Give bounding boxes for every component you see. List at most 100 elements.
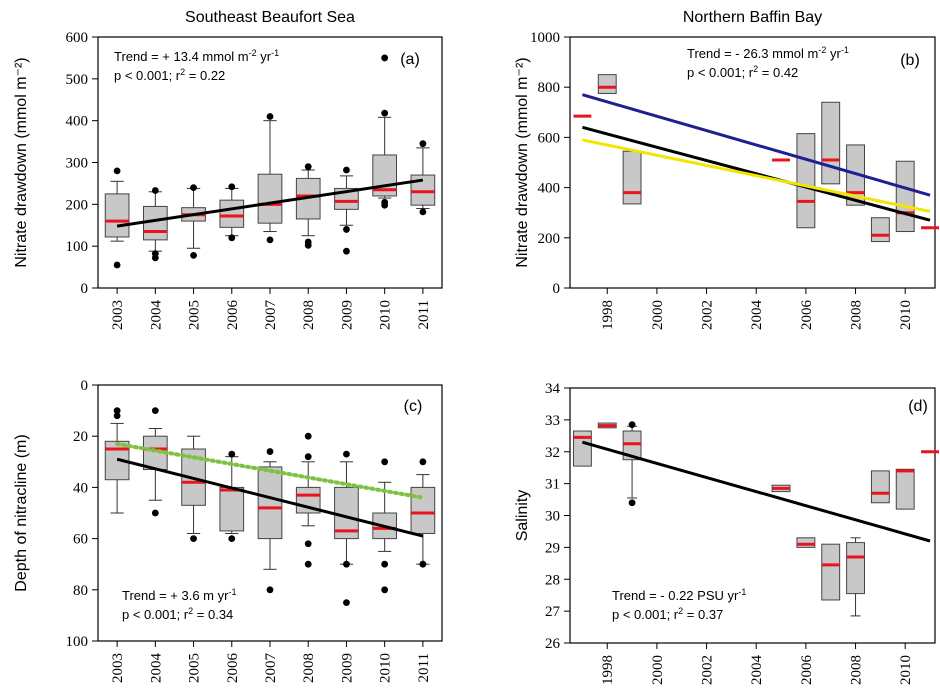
trend-line-0 [581,93,931,197]
x-tick-label: 2010 [378,653,394,683]
iqr-box [870,217,890,243]
superscript: 2 [188,606,193,616]
y-tick-label: 100 [66,634,89,650]
x-tick-label: 2006 [225,653,241,684]
trend-annotation: Trend = + 3.6 m yr-1 [122,587,236,603]
iqr-box [846,542,865,595]
box-1997 [572,430,592,467]
outlier-point [113,167,121,175]
outlier-point [228,450,236,458]
x-tick-label: 2009 [339,300,355,330]
x-tick-label: 2011 [416,300,432,329]
trend-line-1 [582,125,931,222]
x-tick-label: 2002 [700,655,716,685]
stats-value: = 0.42 [758,65,798,80]
y-tick-label: 40 [73,480,88,496]
outlier-point [343,560,350,568]
box-2003 [104,167,130,269]
panel-c: 0 20 40 60 80 100 2003 2004 2005 2006 2007 2008 2009… [13,378,443,684]
panel-label: (a) [400,51,420,68]
outlier-point [228,535,236,542]
iqr-box [796,133,816,229]
x-tick-label: 2010 [378,300,394,330]
box-2010 [895,160,915,233]
box-2011 [410,140,436,216]
iqr-box [622,150,642,205]
box-2006 [796,537,816,548]
x-tick-label: 2008 [849,655,865,685]
outlier-point [304,432,312,440]
x-tick-label: 1998 [600,300,616,330]
outlier-point [266,586,274,594]
outlier-point [266,236,274,244]
outlier-point [304,238,312,246]
x-tick-label: 2008 [301,653,317,683]
outlier-point [381,560,389,568]
outlier-point [266,113,274,120]
outlier-point [628,499,636,507]
y-tick-label: 0 [81,378,89,394]
superscript: -1 [841,45,849,55]
iqr-box [895,468,915,510]
outlier-point [190,251,197,259]
y-tick-label: 60 [73,532,88,548]
box-1999 [622,150,642,205]
outlier-point [419,458,427,466]
x-tick-label: 2010 [898,300,914,330]
outlier-point [228,183,236,191]
trend-line-0 [582,440,931,543]
x-tick-label: 2007 [263,300,279,331]
box-2006 [796,133,816,229]
x-tick-label: 2006 [799,300,815,331]
box-2009 [870,217,890,243]
plot-frame [569,387,936,644]
y-tick-label: 20 [73,429,88,445]
iqr-box [104,193,130,238]
outlier-point [343,226,350,233]
outlier-point [228,234,236,242]
box-2005 [771,484,791,493]
box-2008 [295,163,321,249]
box-2010 [372,458,398,594]
iqr-box [796,537,816,548]
x-tick-label: 2004 [749,300,765,331]
y-tick-label: 32 [545,445,560,461]
superscript: 2 [753,64,758,74]
panel-label: (b) [900,52,920,69]
box-2004 [142,407,168,517]
box-2011 [410,458,436,568]
y-tick-label: 28 [545,572,560,588]
iqr-box [821,543,841,601]
panel-d: 26 27 28 29 30 31 32 33 34 1998 2000 2002 2004 2006 20… [514,381,939,685]
panel-title: Northern Baffin Bay [683,9,822,26]
superscript: 2 [678,606,683,616]
plot-frame [569,36,936,289]
stats-text: p < 0.001; r [114,68,181,83]
iqr-box [142,205,168,241]
x-tick-label: 2003 [110,653,126,683]
y-tick-label: 80 [73,583,88,599]
iqr-box [821,101,841,185]
box-2009 [870,470,890,504]
box-2007 [821,543,841,601]
outlier-point [151,407,159,414]
iqr-box [257,173,283,224]
y-tick-label: 200 [66,197,89,213]
box-2008 [295,432,321,568]
box-2005 [181,184,206,259]
y-tick-label: 33 [545,413,560,429]
stats-annotation: p < 0.001; r2 = 0.42 [687,64,798,80]
y-axis-title: Salinity [514,490,531,542]
outlier-point [381,198,389,206]
x-tick-label: 2005 [187,653,203,683]
trend-line-0 [116,178,424,228]
trend-line-0 [116,457,424,538]
y-tick-label: 600 [538,130,561,146]
x-tick-label: 2000 [650,655,666,685]
y-tick-label: 400 [538,181,561,197]
outlier-point [266,448,274,455]
stats-text: p < 0.001; r [687,65,754,80]
outlier-point [343,247,350,255]
box-1998 [597,74,617,94]
outlier-point [381,109,389,117]
